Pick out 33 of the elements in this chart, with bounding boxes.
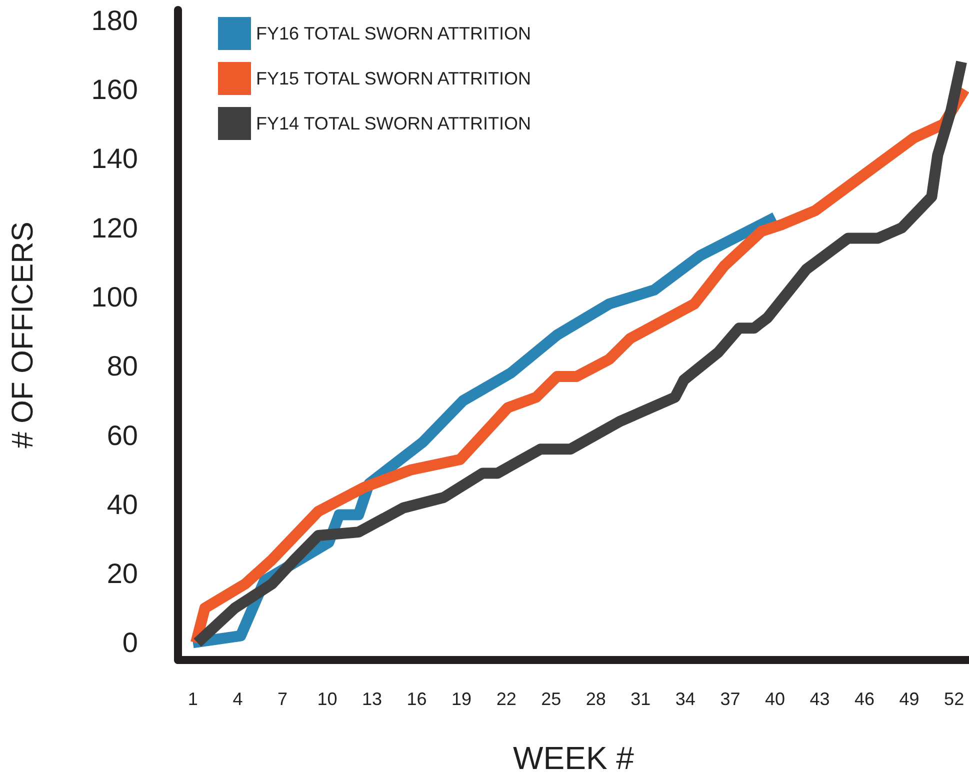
- x-tick-label: 31: [630, 689, 651, 709]
- x-tick-label: 49: [899, 689, 920, 709]
- x-tick-label: 22: [496, 689, 516, 709]
- y-tick-label: 120: [91, 212, 138, 244]
- y-axis-title: # OF OFFICERS: [6, 222, 40, 448]
- x-tick-label: 7: [277, 689, 288, 709]
- y-tick-label: 20: [106, 558, 138, 590]
- x-tick-label: 43: [810, 689, 830, 709]
- y-tick-label: 40: [106, 488, 138, 520]
- y-tick-label: 60: [106, 420, 138, 451]
- legend-label: FY14 TOTAL SWORN ATTRITION: [256, 114, 532, 134]
- x-tick-label: 10: [317, 689, 338, 709]
- y-tick-label: 160: [91, 74, 138, 106]
- x-tick-label: 19: [452, 689, 472, 709]
- x-tick-label: 4: [232, 689, 243, 709]
- x-tick-label: 34: [675, 689, 696, 709]
- x-tick-label: 37: [720, 689, 740, 709]
- x-tick-label: 25: [541, 689, 562, 709]
- x-tick-label: 28: [586, 689, 606, 709]
- x-tick-label: 40: [764, 689, 785, 709]
- legend-label: FY15 TOTAL SWORN ATTRITION: [256, 68, 532, 88]
- x-tick-label: 13: [362, 689, 382, 709]
- y-tick-label: 100: [91, 281, 138, 312]
- x-tick-label: 16: [406, 689, 427, 709]
- x-tick-label: 52: [944, 689, 964, 709]
- y-tick-label: 0: [122, 627, 138, 658]
- legend-label: FY16 TOTAL SWORN ATTRITION: [256, 24, 532, 44]
- x-tick-label: 46: [854, 689, 875, 709]
- y-tick-label: 80: [106, 350, 138, 382]
- y-tick-label: 180: [91, 4, 138, 36]
- x-tick-label: 1: [188, 689, 198, 709]
- x-axis-title: WEEK #: [513, 740, 634, 776]
- y-tick-label: 140: [91, 143, 138, 174]
